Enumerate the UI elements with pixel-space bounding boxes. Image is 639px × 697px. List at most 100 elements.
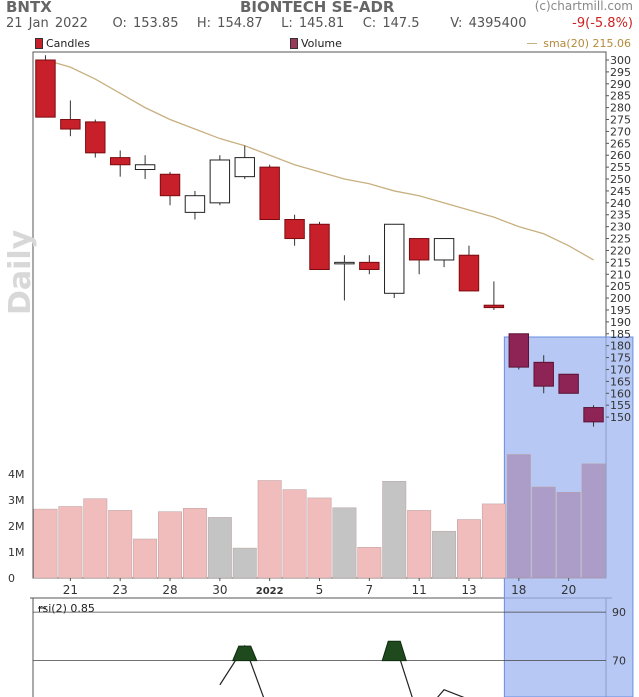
candle-body xyxy=(508,333,530,368)
volume-bar xyxy=(581,463,606,579)
volume-bar xyxy=(506,454,531,579)
price-tick-label: 300 xyxy=(610,54,631,67)
rsi-tick-label: 70 xyxy=(612,655,626,668)
x-tick-label: 20 xyxy=(561,583,576,597)
price-tick-label: 180 xyxy=(610,340,631,353)
price-tick-label: 175 xyxy=(610,352,631,365)
rsi-line xyxy=(393,641,465,697)
price-tick-label: 255 xyxy=(610,161,631,174)
price-change: -9(-5.8%) xyxy=(572,16,633,31)
price-tick-label: 260 xyxy=(610,149,631,162)
volume-bar xyxy=(182,508,207,579)
rsi-tick-label: 90 xyxy=(612,606,626,619)
volume-tick-label: 1M xyxy=(8,546,25,559)
candle-body xyxy=(458,254,480,292)
x-tick-label: 21 xyxy=(63,583,78,597)
candle-body xyxy=(184,195,206,213)
candles-swatch-icon xyxy=(35,38,43,49)
volume-bar xyxy=(332,507,357,579)
volume-value: V: 4395400 xyxy=(450,16,527,31)
price-tick-label: 210 xyxy=(610,268,631,281)
volume-bar xyxy=(307,497,332,579)
close-value: C: 147.5 xyxy=(362,16,420,31)
legend-sma-label: sma(20) 215.06 xyxy=(543,37,631,50)
price-tick-label: 240 xyxy=(610,197,631,210)
candle-body xyxy=(209,159,231,204)
volume-bar xyxy=(382,481,407,579)
volume-bar xyxy=(357,547,382,579)
x-tick-label: 5 xyxy=(316,583,324,597)
price-tick-label: 270 xyxy=(610,125,631,138)
candle-body xyxy=(35,59,56,118)
candle-body xyxy=(309,223,330,270)
price-tick-label: 165 xyxy=(610,375,631,388)
volume-bar xyxy=(158,511,182,579)
volume-bar xyxy=(432,530,457,579)
price-tick-label: 295 xyxy=(610,66,631,79)
company-name: BIONTECH SE-ADR xyxy=(240,0,395,16)
volume-bar xyxy=(232,547,257,579)
volume-bar xyxy=(407,510,432,579)
legend-sma[interactable]: sma(20) 215.06 xyxy=(527,37,631,50)
x-tick-label: 11 xyxy=(412,583,427,597)
candle-body xyxy=(408,238,430,261)
volume-bar xyxy=(133,538,158,579)
candle-body xyxy=(134,164,156,171)
candle-body xyxy=(384,223,405,294)
volume-bar xyxy=(83,498,108,579)
volume-tick-label: 2M xyxy=(8,520,25,533)
quote-date: 21 Jan 2022 xyxy=(6,16,88,31)
volume-bar xyxy=(207,517,232,579)
x-tick-label: 28 xyxy=(162,583,177,597)
price-tick-label: 290 xyxy=(610,78,631,91)
price-tick-label: 230 xyxy=(610,221,631,234)
price-tick-label: 160 xyxy=(610,387,631,400)
price-tick-label: 185 xyxy=(610,328,631,341)
x-tick-label: 30 xyxy=(212,583,227,597)
price-tick-label: 215 xyxy=(610,256,631,269)
open-value: O: 153.85 xyxy=(112,16,179,31)
rsi-overbought-fill xyxy=(232,645,258,662)
period-label: Daily xyxy=(3,229,38,315)
price-tick-label: 280 xyxy=(610,102,631,115)
candle-body xyxy=(259,166,280,221)
volume-bar xyxy=(531,486,556,579)
volume-tick-label: 4M xyxy=(8,468,25,481)
rsi-label: rsi(2) 0.85 xyxy=(38,602,95,615)
rsi-overbought-fill xyxy=(381,640,407,662)
volume-swatch-icon xyxy=(290,38,298,49)
price-tick-label: 190 xyxy=(610,316,631,329)
volume-tick-label: 3M xyxy=(8,494,25,507)
low-value: L: 145.81 xyxy=(281,16,345,31)
price-tick-label: 285 xyxy=(610,90,631,103)
price-tick-label: 155 xyxy=(610,399,631,412)
volume-bar xyxy=(33,508,58,579)
candle-body xyxy=(334,261,355,265)
candle-body xyxy=(85,121,106,154)
candle-body xyxy=(583,407,604,423)
legend-volume[interactable]: Volume xyxy=(290,37,342,50)
sma-line xyxy=(45,59,594,261)
price-tick-label: 220 xyxy=(610,244,631,257)
price-tick-label: 245 xyxy=(610,185,631,198)
price-tick-label: 170 xyxy=(610,363,631,376)
candle-body xyxy=(483,304,505,309)
candle-body xyxy=(359,261,380,270)
price-tick-label: 235 xyxy=(610,209,631,222)
candle-body xyxy=(433,238,455,261)
price-tick-label: 275 xyxy=(610,114,631,127)
volume-bar xyxy=(58,506,83,579)
volume-bar xyxy=(556,491,581,579)
x-tick-label: 13 xyxy=(461,583,476,597)
candle-body xyxy=(60,119,81,130)
candle-body xyxy=(109,157,131,166)
x-tick-label: 18 xyxy=(511,583,526,597)
candle-body xyxy=(533,361,554,387)
x-tick-label: 7 xyxy=(366,583,374,597)
price-tick-label: 150 xyxy=(610,411,631,424)
volume-bar xyxy=(108,510,133,579)
legend-candles[interactable]: Candles xyxy=(35,37,90,50)
volume-bar xyxy=(282,489,307,579)
sma-line-icon xyxy=(527,43,538,44)
